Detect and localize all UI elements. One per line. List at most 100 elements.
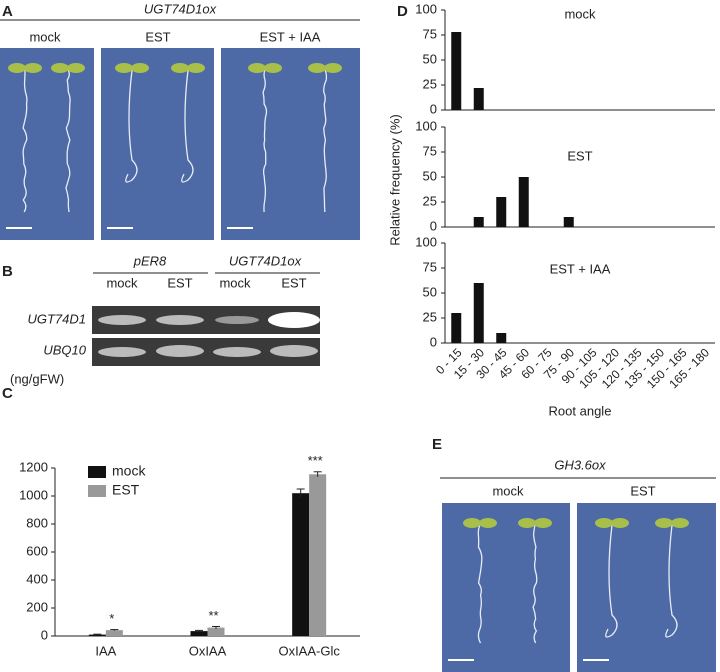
condition: EST [167,275,192,290]
subplot-title: EST [567,148,592,163]
bar [309,474,326,636]
y-tick-label: 100 [415,234,437,249]
leaf [248,63,266,73]
panel-label: C [2,385,13,402]
y-tick-label: 600 [26,543,48,558]
bar [474,283,484,343]
bar [106,630,123,636]
bar [292,493,309,636]
y-tick-label: 100 [415,1,437,16]
leaf [324,63,342,73]
y-axis-title: (ng/gFW) [10,371,64,386]
bar [191,631,208,636]
photo-bg [221,48,360,240]
significance: * [109,611,114,626]
y-tick-label: 25 [423,309,437,324]
condition: EST + IAA [260,29,321,44]
bar [519,177,529,227]
y-tick-label: 25 [423,76,437,91]
y-tick-label: 1000 [19,487,48,502]
photo-bg [577,503,716,672]
leaf [534,518,552,528]
photo-bg [101,48,214,240]
y-tick-label: 75 [423,143,437,158]
y-tick-label: 50 [423,51,437,66]
leaf [463,518,481,528]
y-tick-label: 75 [423,259,437,274]
condition: mock [492,483,524,498]
panel-label: B [2,263,13,280]
legend-label: mock [112,463,146,479]
x-tick-label: OxIAA-Glc [278,643,340,658]
photos [0,48,360,240]
leaf [518,518,536,528]
bar [451,32,461,110]
y-tick-label: 75 [423,26,437,41]
x-tick-label: IAA [95,643,116,658]
bar [474,88,484,110]
legend-swatch [88,485,106,497]
genotype: UGT74D1ox [144,1,217,16]
y-tick-label: 0 [430,101,437,116]
leaf [187,63,205,73]
leaf [171,63,189,73]
genotype: GH3.6ox [554,457,606,472]
condition: mock [219,275,251,290]
photo-bg [442,503,570,672]
condition: EST [281,275,306,290]
leaf [479,518,497,528]
leaf [308,63,326,73]
gene: UGT74D1 [27,311,86,326]
condition: EST [145,29,170,44]
condition: EST [630,483,655,498]
significance: ** [208,608,218,623]
bar [208,628,225,636]
y-tick-label: 400 [26,571,48,586]
leaf [8,63,26,73]
y-tick-label: 50 [423,284,437,299]
genotype: UGT74D1ox [229,253,302,268]
significance: *** [308,453,323,468]
panel-label: D [397,3,408,20]
y-tick-label: 1200 [19,459,48,474]
panel-label: E [432,436,442,453]
photos [442,503,716,672]
x-axis-title: Root angle [549,403,612,418]
leaf [611,518,629,528]
subplot-title: EST + IAA [550,261,611,276]
y-tick-label: 800 [26,515,48,530]
leaf [67,63,85,73]
leaf [51,63,69,73]
leaf [115,63,133,73]
leaf [264,63,282,73]
y-tick-label: 25 [423,193,437,208]
photo-bg [0,48,94,240]
y-axis-title: Relative frequency (%) [387,114,402,246]
y-tick-label: 50 [423,168,437,183]
gene: UBQ10 [43,342,86,357]
leaf [595,518,613,528]
bar [474,217,484,227]
leaf [671,518,689,528]
legend-swatch [88,466,106,478]
genotype: pER8 [133,253,167,268]
y-tick-label: 200 [26,599,48,614]
legend-label: EST [112,482,140,498]
y-tick-label: 0 [430,218,437,233]
leaf [131,63,149,73]
subplot-title: mock [564,6,596,21]
y-tick-label: 0 [41,627,48,642]
bar [496,197,506,227]
leaf [24,63,42,73]
y-tick-label: 0 [430,334,437,349]
y-tick-label: 100 [415,118,437,133]
bar [496,333,506,343]
condition: mock [29,29,61,44]
panel-label: A [2,3,13,20]
leaf [655,518,673,528]
x-tick-label: OxIAA [189,643,227,658]
bar [564,217,574,227]
condition: mock [106,275,138,290]
bar [451,313,461,343]
